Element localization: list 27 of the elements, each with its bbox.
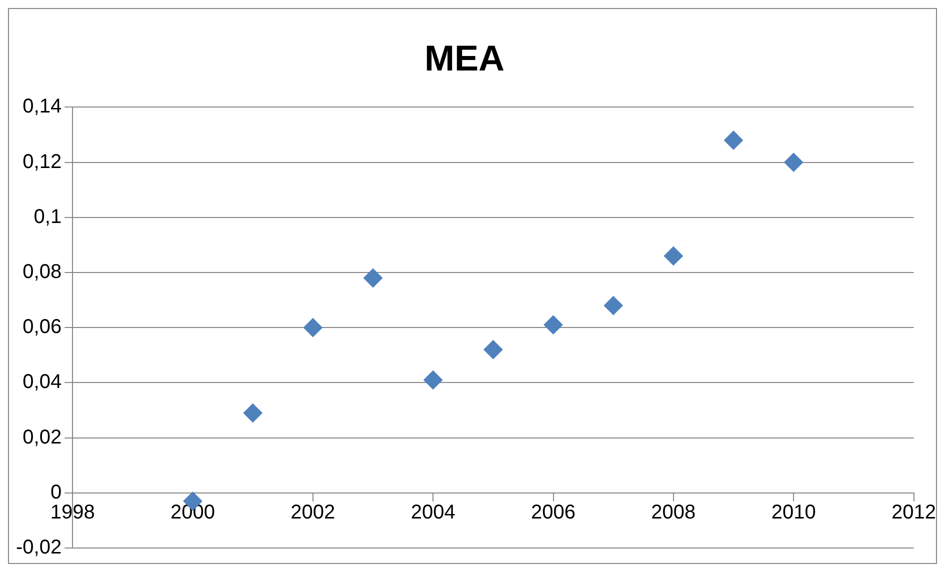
x-tick-label: 1998	[50, 501, 95, 524]
point	[664, 246, 683, 266]
chart-title: MEA	[424, 38, 504, 79]
x-tick-label: 2012	[892, 501, 936, 524]
point	[303, 318, 322, 338]
point	[724, 130, 744, 150]
x-tick-label: 2002	[290, 501, 336, 524]
y-tick-label: 0,06	[22, 316, 62, 338]
y-tick-label: 0,08	[22, 261, 62, 284]
y-tick-label: -0,02	[16, 536, 62, 559]
y-tick-label: 0,14	[22, 96, 62, 118]
x-tick-label: 2006	[531, 501, 576, 524]
y-tick-label: 0,04	[22, 371, 62, 394]
point	[784, 152, 804, 172]
x-tick-label: 2004	[410, 501, 456, 524]
point	[243, 404, 262, 423]
point	[484, 340, 503, 360]
x-tick-label: 2008	[651, 501, 696, 524]
point	[544, 315, 563, 334]
point	[604, 296, 623, 316]
point	[364, 268, 383, 288]
y-tick-label: 0,02	[22, 426, 62, 448]
point	[424, 370, 443, 390]
x-tick-label: 2010	[771, 501, 816, 524]
y-tick-label: 0,12	[22, 150, 62, 173]
y-tick-label: 0	[50, 481, 62, 504]
y-tick-label: 0,1	[34, 206, 62, 228]
